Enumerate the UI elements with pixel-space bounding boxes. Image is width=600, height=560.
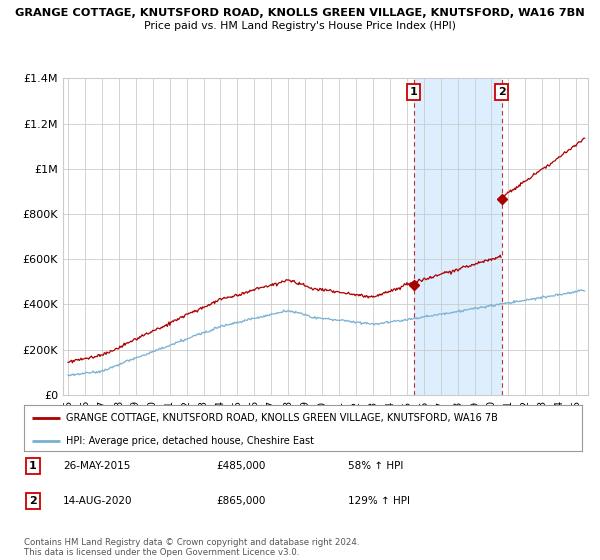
- Text: £485,000: £485,000: [216, 461, 265, 471]
- Text: 1: 1: [410, 87, 418, 97]
- Text: 2: 2: [498, 87, 506, 97]
- Text: HPI: Average price, detached house, Cheshire East: HPI: Average price, detached house, Ches…: [66, 436, 314, 446]
- Text: Contains HM Land Registry data © Crown copyright and database right 2024.
This d: Contains HM Land Registry data © Crown c…: [24, 538, 359, 557]
- Text: Price paid vs. HM Land Registry's House Price Index (HPI): Price paid vs. HM Land Registry's House …: [144, 21, 456, 31]
- Text: 1: 1: [29, 461, 37, 471]
- Text: 58% ↑ HPI: 58% ↑ HPI: [348, 461, 403, 471]
- Bar: [413, 78, 502, 395]
- Text: 26-MAY-2015: 26-MAY-2015: [63, 461, 130, 471]
- Text: GRANGE COTTAGE, KNUTSFORD ROAD, KNOLLS GREEN VILLAGE, KNUTSFORD, WA16 7BN: GRANGE COTTAGE, KNUTSFORD ROAD, KNOLLS G…: [15, 8, 585, 18]
- Text: 14-AUG-2020: 14-AUG-2020: [63, 496, 133, 506]
- Text: 2: 2: [29, 496, 37, 506]
- Text: £865,000: £865,000: [216, 496, 265, 506]
- Text: GRANGE COTTAGE, KNUTSFORD ROAD, KNOLLS GREEN VILLAGE, KNUTSFORD, WA16 7B: GRANGE COTTAGE, KNUTSFORD ROAD, KNOLLS G…: [66, 413, 498, 423]
- Text: 129% ↑ HPI: 129% ↑ HPI: [348, 496, 410, 506]
